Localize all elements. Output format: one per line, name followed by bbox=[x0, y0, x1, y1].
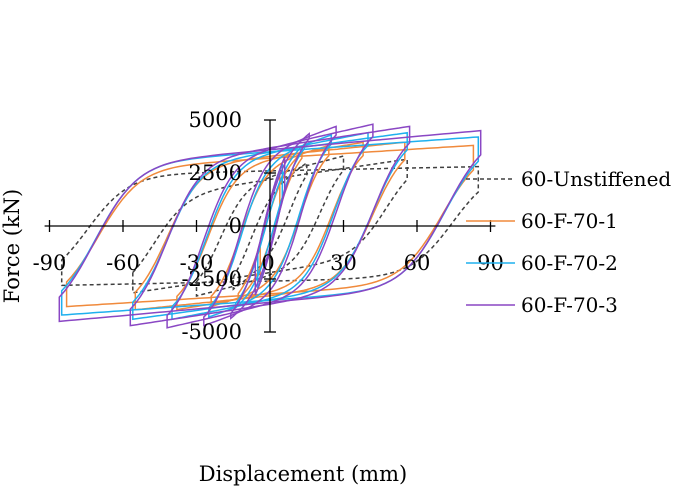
y-tick-label-2: 2500 bbox=[189, 161, 242, 185]
series-4-cycle-5 bbox=[129, 125, 411, 327]
x-tick-label-5: 30 bbox=[330, 251, 357, 275]
y-tick-label-1: 5000 bbox=[189, 108, 242, 132]
series-4-cycle-6 bbox=[58, 129, 482, 323]
series-2-cycle-5 bbox=[134, 141, 406, 311]
y-tick-label-4: -2500 bbox=[181, 267, 242, 291]
x-tick-label-2: -60 bbox=[106, 251, 140, 275]
legend-label-4: 60-F-70-3 bbox=[521, 293, 618, 317]
legend-label-1: 60-Unstiffened bbox=[521, 167, 671, 191]
legend: 60-Unstiffened 60-F-70-1 60-F-70-2 60-F-70-… bbox=[466, 167, 671, 317]
x-tick-label-6: 60 bbox=[404, 251, 431, 275]
y-tick-label-5: -5000 bbox=[181, 320, 242, 344]
x-tick-label-4: 0 bbox=[261, 251, 274, 275]
y-axis-title: Force (kN) bbox=[0, 189, 24, 303]
series-1-cycle-4 bbox=[60, 165, 480, 287]
series-1-cycle-1 bbox=[232, 161, 308, 291]
x-tick-label-3: -30 bbox=[180, 251, 214, 275]
axes bbox=[44, 119, 496, 333]
legend-label-3: 60-F-70-2 bbox=[521, 251, 618, 275]
y-tick-label-3: 0 bbox=[229, 214, 242, 238]
legend-label-2: 60-F-70-1 bbox=[521, 209, 618, 233]
x-axis-title: Displacement (mm) bbox=[199, 462, 407, 486]
series-4-cycle-4 bbox=[166, 123, 374, 329]
plot-curves bbox=[58, 123, 482, 329]
series-2-cycle-6 bbox=[65, 144, 475, 308]
series-3-cycle-6 bbox=[60, 136, 480, 316]
x-tick-label-1: -90 bbox=[33, 251, 67, 275]
